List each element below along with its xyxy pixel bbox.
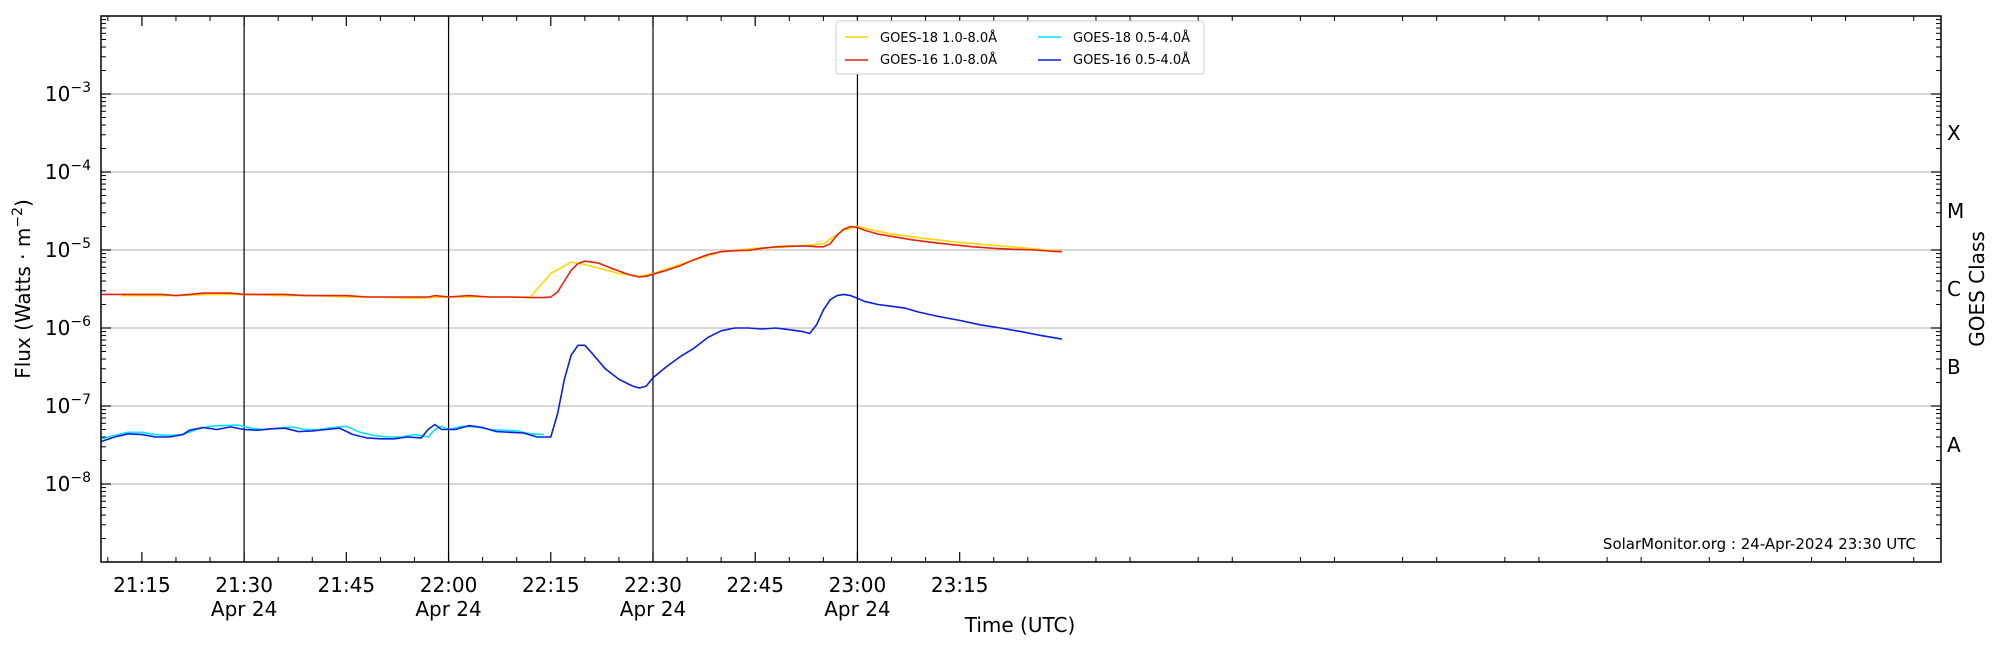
x-tick-label: 22:45 [726,573,784,597]
y-axis-title-right: GOES Class [1965,231,1989,347]
hour-markers [243,16,859,562]
legend-box [835,20,1205,75]
goes-class-label: A [1947,433,1961,457]
y-tick-label: 10−4 [45,158,91,184]
goes-class-label: X [1947,121,1961,145]
y-tick-label: 10−5 [45,236,91,262]
y-tick-labels: 10−8 10−7 10−6 10−5 10−4 10−3 [45,80,91,496]
plot-frame [100,15,1942,563]
x-tick-label: 22:15 [522,573,580,597]
y-tick-label: 10−8 [45,470,91,496]
axis-ticks [101,16,1941,562]
x-tick-label: 23:00 [829,573,887,597]
legend-label-goes18-short: GOES-18 0.5-4.0Å [1073,30,1190,46]
y-tick-label: 10−6 [45,314,91,340]
legend-label-goes16-short: GOES-16 0.5-4.0Å [1073,52,1190,68]
series-line-goes16-short [100,293,1063,443]
goes-class-label: C [1947,277,1961,301]
watermark: SolarMonitor.org : 24-Apr-2024 23:30 UTC [1603,535,1916,553]
x-tick-date-label: Apr 24 [620,597,686,621]
y-tick-label: 10−7 [45,392,91,418]
grid-lines [101,93,1941,485]
goes-class-label: B [1947,355,1961,379]
x-tick-date-label: Apr 24 [415,597,481,621]
series-lines [100,225,1063,443]
x-tick-label: 21:30 [215,573,273,597]
x-tick-label: 21:15 [113,573,171,597]
x-tick-date-label: Apr 24 [824,597,890,621]
x-axis-title: Time (UTC) [964,613,1076,637]
x-tick-label: 23:15 [931,573,989,597]
x-tick-label: 21:45 [318,573,376,597]
plot-area [101,16,1941,562]
goes-class-label: M [1947,199,1964,223]
x-tick-label: 22:00 [420,573,478,597]
legend: GOES-18 1.0-8.0Å GOES-16 1.0-8.0Å GOES-1… [835,20,1205,75]
y-axis-title: Flux (Watts · m−2) [10,199,35,379]
series-line-goes16-long [101,225,1062,299]
legend-label-goes18-long: GOES-18 1.0-8.0Å [880,30,997,46]
x-tick-date-label: Apr 24 [211,597,277,621]
x-tick-label: 22:30 [624,573,682,597]
goes-class-labels: A B C M X [1947,121,1964,457]
y-tick-label: 10−3 [45,80,91,106]
legend-label-goes16-long: GOES-16 1.0-8.0Å [880,52,997,68]
